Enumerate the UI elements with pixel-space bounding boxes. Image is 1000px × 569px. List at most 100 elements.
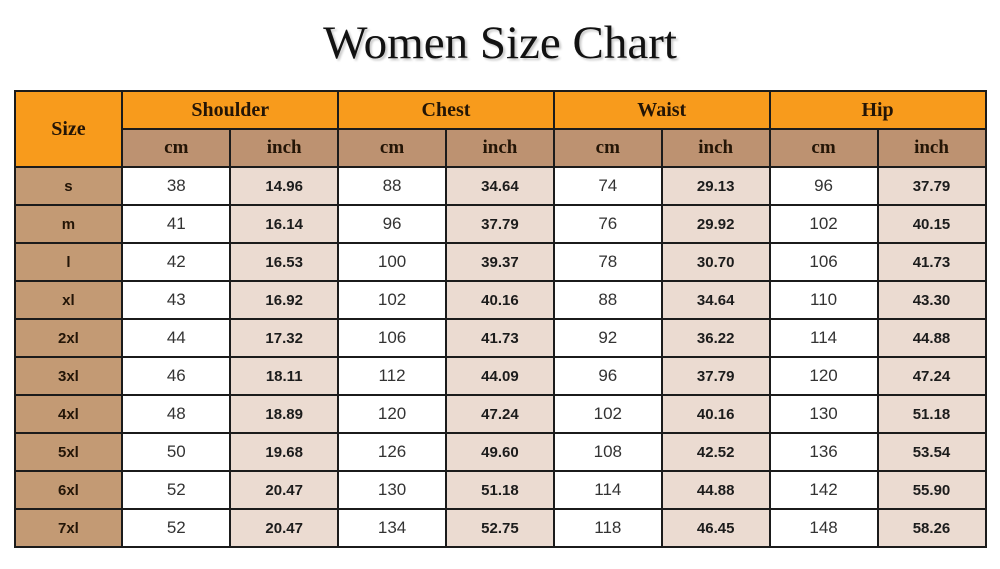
shoulder-cm-cell: 50: [121, 432, 232, 473]
waist-inch-cell: 29.92: [660, 204, 771, 245]
hip-cm-cell: 114: [768, 318, 879, 359]
table-row: 7xl 52 20.47 134 52.75 118 46.45 148 58.26: [13, 508, 987, 549]
shoulder-cm-cell: 52: [121, 508, 232, 549]
shoulder-inch-cell: 14.96: [229, 166, 340, 207]
shoulder-cm-header: cm: [121, 128, 232, 169]
shoulder-inch-header: inch: [229, 128, 340, 169]
shoulder-inch-cell: 16.92: [229, 280, 340, 321]
waist-inch-cell: 44.88: [660, 470, 771, 511]
table-body: s 38 14.96 88 34.64 74 29.13 96 37.79 m 41 16.14 96 3…: [13, 166, 987, 549]
waist-cm-cell: 92: [552, 318, 663, 359]
chest-inch-header: inch: [445, 128, 555, 169]
waist-cm-cell: 114: [552, 470, 663, 511]
size-cell: 2xl: [13, 318, 124, 359]
shoulder-cm-cell: 52: [121, 470, 232, 511]
shoulder-inch-cell: 18.11: [229, 356, 340, 397]
shoulder-inch-cell: 20.47: [229, 508, 340, 549]
waist-cm-cell: 88: [552, 280, 663, 321]
chest-cm-cell: 130: [337, 470, 447, 511]
chest-inch-cell: 39.37: [445, 242, 555, 283]
waist-inch-cell: 46.45: [660, 508, 771, 549]
table-row: 5xl 50 19.68 126 49.60 108 42.52 136 53.54: [13, 432, 987, 473]
shoulder-cm-cell: 42: [121, 242, 232, 283]
waist-inch-cell: 29.13: [660, 166, 771, 207]
hip-cm-header: cm: [768, 128, 879, 169]
waist-cm-cell: 108: [552, 432, 663, 473]
hip-inch-header: inch: [876, 128, 987, 169]
waist-inch-cell: 40.16: [660, 394, 771, 435]
table-row: xl 43 16.92 102 40.16 88 34.64 110 43.30: [13, 280, 987, 321]
chest-cm-cell: 106: [337, 318, 447, 359]
chest-cm-cell: 100: [337, 242, 447, 283]
hip-cm-cell: 110: [768, 280, 879, 321]
size-chart-table: Size Shoulder Chest Waist Hip cm inch cm…: [13, 90, 987, 549]
hip-inch-cell: 55.90: [876, 470, 987, 511]
table-row: 6xl 52 20.47 130 51.18 114 44.88 142 55.90: [13, 470, 987, 511]
waist-cm-cell: 102: [552, 394, 663, 435]
chest-cm-header: cm: [337, 128, 447, 169]
waist-inch-cell: 37.79: [660, 356, 771, 397]
chest-inch-cell: 44.09: [445, 356, 555, 397]
chest-inch-cell: 47.24: [445, 394, 555, 435]
chest-cm-cell: 126: [337, 432, 447, 473]
table-row: 4xl 48 18.89 120 47.24 102 40.16 130 51.18: [13, 394, 987, 435]
waist-inch-cell: 36.22: [660, 318, 771, 359]
shoulder-cm-cell: 46: [121, 356, 232, 397]
table-row: 3xl 46 18.11 112 44.09 96 37.79 120 47.24: [13, 356, 987, 397]
hip-inch-cell: 51.18: [876, 394, 987, 435]
waist-cm-cell: 118: [552, 508, 663, 549]
size-cell: 6xl: [13, 470, 124, 511]
waist-cm-cell: 96: [552, 356, 663, 397]
shoulder-cm-cell: 41: [121, 204, 232, 245]
chest-inch-cell: 34.64: [445, 166, 555, 207]
hip-cm-cell: 120: [768, 356, 879, 397]
header-unit-row: cm inch cm inch cm inch cm inch: [15, 128, 987, 169]
shoulder-cm-cell: 48: [121, 394, 232, 435]
hip-inch-cell: 47.24: [876, 356, 987, 397]
chest-cm-cell: 96: [337, 204, 447, 245]
hip-inch-cell: 43.30: [876, 280, 987, 321]
waist-cm-cell: 74: [552, 166, 663, 207]
shoulder-group-header: Shoulder: [121, 90, 340, 131]
table-row: 2xl 44 17.32 106 41.73 92 36.22 114 44.88: [13, 318, 987, 359]
waist-inch-header: inch: [660, 128, 771, 169]
hip-cm-cell: 136: [768, 432, 879, 473]
hip-inch-cell: 40.15: [876, 204, 987, 245]
chest-cm-cell: 112: [337, 356, 447, 397]
size-cell: 5xl: [13, 432, 124, 473]
size-cell: l: [13, 242, 124, 283]
table-row: l 42 16.53 100 39.37 78 30.70 106 41.73: [13, 242, 987, 283]
hip-inch-cell: 53.54: [876, 432, 987, 473]
shoulder-inch-cell: 16.53: [229, 242, 340, 283]
size-cell: 4xl: [13, 394, 124, 435]
shoulder-cm-cell: 38: [121, 166, 232, 207]
shoulder-inch-cell: 17.32: [229, 318, 340, 359]
size-cell: s: [13, 166, 124, 207]
waist-cm-cell: 78: [552, 242, 663, 283]
hip-inch-cell: 44.88: [876, 318, 987, 359]
chest-cm-cell: 88: [337, 166, 447, 207]
shoulder-cm-cell: 43: [121, 280, 232, 321]
shoulder-inch-cell: 19.68: [229, 432, 340, 473]
table-row: s 38 14.96 88 34.64 74 29.13 96 37.79: [13, 166, 987, 207]
size-cell: m: [13, 204, 124, 245]
waist-inch-cell: 30.70: [660, 242, 771, 283]
chest-cm-cell: 102: [337, 280, 447, 321]
hip-inch-cell: 41.73: [876, 242, 987, 283]
chest-inch-cell: 37.79: [445, 204, 555, 245]
hip-inch-cell: 58.26: [876, 508, 987, 549]
table-row: m 41 16.14 96 37.79 76 29.92 102 40.15: [13, 204, 987, 245]
shoulder-inch-cell: 16.14: [229, 204, 340, 245]
hip-cm-cell: 130: [768, 394, 879, 435]
chest-group-header: Chest: [337, 90, 555, 131]
hip-cm-cell: 148: [768, 508, 879, 549]
hip-inch-cell: 37.79: [876, 166, 987, 207]
size-cell: xl: [13, 280, 124, 321]
waist-cm-header: cm: [552, 128, 663, 169]
size-cell: 3xl: [13, 356, 124, 397]
hip-cm-cell: 142: [768, 470, 879, 511]
waist-cm-cell: 76: [552, 204, 663, 245]
shoulder-cm-cell: 44: [121, 318, 232, 359]
chest-cm-cell: 134: [337, 508, 447, 549]
chest-inch-cell: 49.60: [445, 432, 555, 473]
